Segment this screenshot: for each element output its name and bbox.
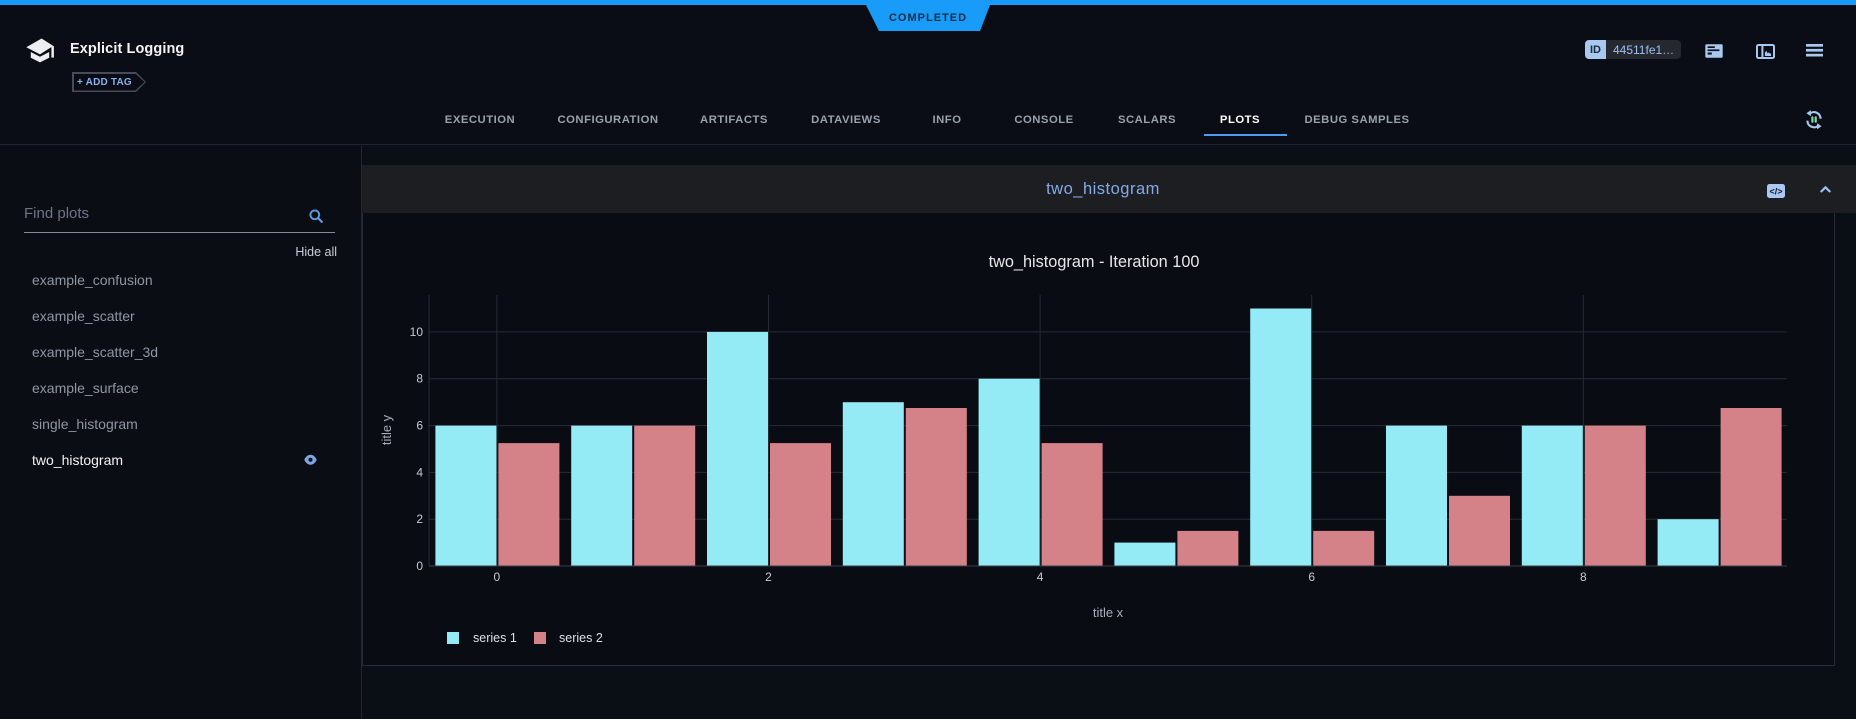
svg-text:title x: title x <box>1093 605 1124 620</box>
svg-text:series 2: series 2 <box>559 631 603 645</box>
svg-text:4: 4 <box>416 465 423 479</box>
svg-text:6: 6 <box>1308 570 1315 584</box>
svg-text:8: 8 <box>416 372 423 386</box>
svg-text:</>: </> <box>1769 187 1782 197</box>
svg-text:2: 2 <box>416 512 423 526</box>
svg-text:6: 6 <box>416 419 423 433</box>
svg-text:0: 0 <box>494 570 501 584</box>
svg-text:4: 4 <box>1037 570 1044 584</box>
svg-text:series 1: series 1 <box>473 631 517 645</box>
svg-text:title y: title y <box>379 414 394 445</box>
svg-text:10: 10 <box>410 325 424 339</box>
svg-text:2: 2 <box>765 570 772 584</box>
svg-text:two_histogram - Iteration 100: two_histogram - Iteration 100 <box>989 253 1200 271</box>
svg-text:0: 0 <box>416 559 423 573</box>
svg-text:8: 8 <box>1580 570 1587 584</box>
